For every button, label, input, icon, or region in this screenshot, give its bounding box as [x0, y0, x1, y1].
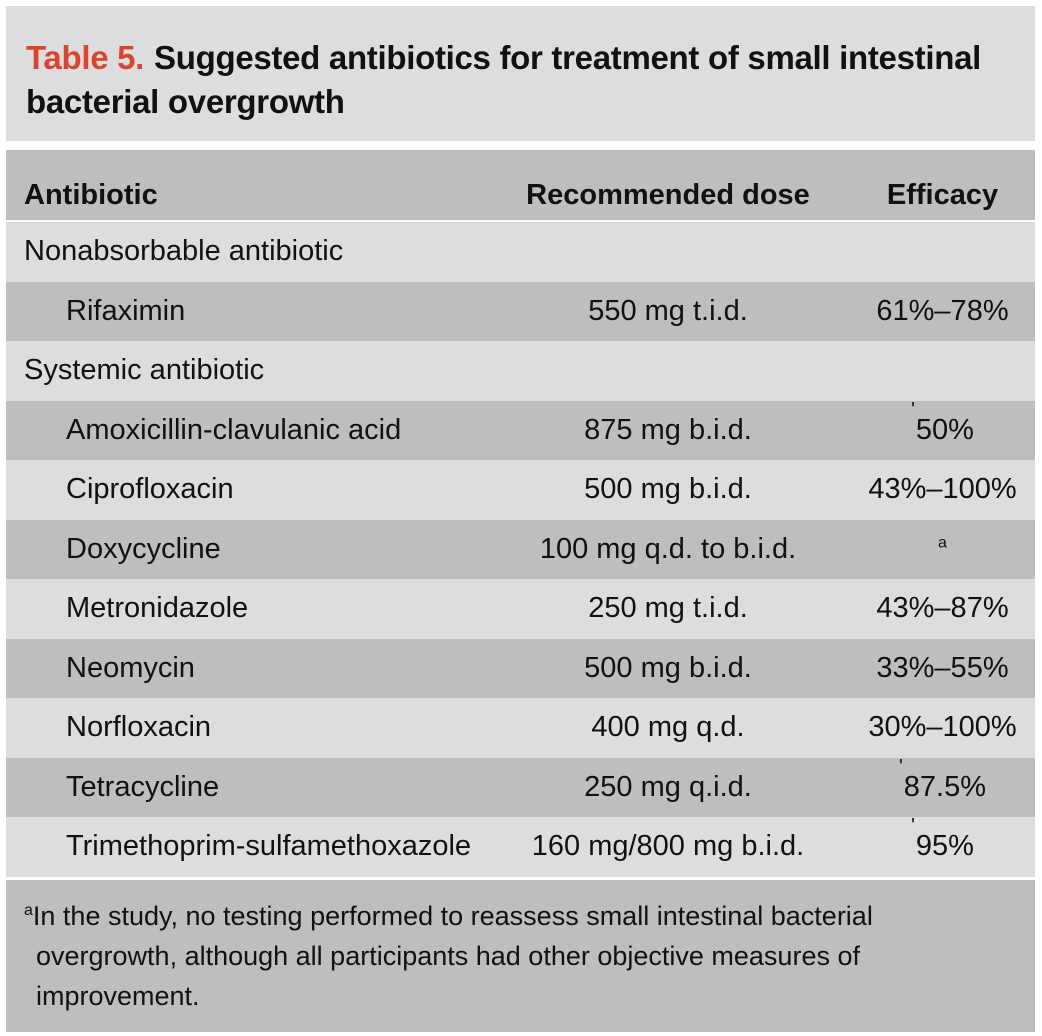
header-efficacy: Efficacy	[886, 179, 999, 211]
antibiotic-cell: Trimethoprim-sulfamethoxazole	[66, 830, 472, 863]
efficacy-value: 95%	[915, 830, 974, 863]
efficacy-cell: '87.5%	[850, 757, 1035, 804]
efficacy-cell: '50%	[850, 400, 1035, 447]
efficacy-value: 50%	[915, 413, 974, 446]
antibiotic-cell: Tetracycline	[66, 770, 220, 803]
efficacy-value: 87.5%	[903, 770, 987, 803]
dose-cell: 550 mg t.i.d.	[588, 294, 748, 327]
footnote-line-3: improvement.	[36, 980, 200, 1011]
efficacy-mark: a	[938, 534, 947, 552]
efficacy-cell: 43%–100%	[850, 473, 1035, 506]
efficacy-value: 61%–78%	[876, 294, 1009, 327]
efficacy-value: 33%–55%	[876, 651, 1009, 684]
group-label: Systemic antibiotic	[24, 354, 265, 387]
efficacy-value: 43%–87%	[876, 592, 1009, 625]
antibiotic-cell: Amoxicillin-clavulanic acid	[66, 413, 402, 446]
table-row: Amoxicillin-clavulanic acid 875 mg b.i.d.…	[6, 400, 1035, 460]
table-footnote: aIn the study, no testing performed to r…	[6, 879, 1035, 1032]
table-row: Neomycin 500 mg b.i.d. 33%–55%	[6, 638, 1035, 698]
dose-cell: 500 mg b.i.d.	[584, 651, 752, 684]
table-number: Table 5.	[26, 39, 145, 76]
table-header-row: Antibiotic Recommended dose Efficacy	[6, 148, 1035, 220]
group-row: Nonabsorbable antibiotic	[6, 222, 1035, 282]
group-row: Systemic antibiotic	[6, 341, 1035, 401]
efficacy-value: 30%–100%	[868, 711, 1017, 744]
footnote-line-1: In the study, no testing performed to re…	[32, 900, 873, 931]
dose-cell: 100 mg q.d. to b.i.d.	[539, 532, 797, 565]
antibiotic-cell: Ciprofloxacin	[66, 473, 234, 506]
dose-cell: 250 mg q.i.d.	[584, 770, 752, 803]
efficacy-value: 43%–100%	[868, 473, 1017, 506]
efficacy-cell: 61%–78%	[850, 295, 1035, 328]
group-label: Nonabsorbable antibiotic	[24, 235, 344, 268]
table-row: Trimethoprim-sulfamethoxazole 160 mg/800 …	[6, 816, 1035, 877]
antibiotic-cell: Doxycycline	[66, 532, 221, 565]
table-row: Ciprofloxacin 500 mg b.i.d. 43%–100%	[6, 460, 1035, 520]
footnote-line-2: overgrowth, although all participants ha…	[36, 940, 860, 971]
table-row: Tetracycline 250 mg q.i.d. '87.5%	[6, 757, 1035, 817]
antibiotic-table: Antibiotic Recommended dose Efficacy Non…	[6, 148, 1035, 877]
antibiotic-cell: Metronidazole	[66, 592, 249, 625]
dose-cell: 160 mg/800 mg b.i.d.	[531, 830, 805, 863]
efficacy-cell: 43%–87%	[850, 592, 1035, 625]
efficacy-mark: '	[911, 815, 915, 838]
efficacy-cell: 30%–100%	[850, 711, 1035, 744]
header-divider	[6, 220, 1035, 222]
efficacy-cell: 33%–55%	[850, 652, 1035, 685]
antibiotic-cell: Neomycin	[66, 651, 195, 684]
efficacy-mark: '	[911, 398, 915, 421]
table-row: Rifaximin 550 mg t.i.d. 61%–78%	[6, 281, 1035, 341]
table-row: Norfloxacin 400 mg q.d. 30%–100%	[6, 698, 1035, 758]
table-figure: Table 5. Suggested antibiotics for treatm…	[6, 6, 1035, 1032]
table-body: Nonabsorbable antibiotic Rifaximin 550 mg …	[6, 222, 1035, 877]
efficacy-cell: '95%	[850, 816, 1035, 863]
antibiotic-cell: Rifaximin	[66, 294, 186, 327]
efficacy-cell: a	[850, 533, 1035, 566]
header-dose: Recommended dose	[526, 179, 810, 211]
dose-cell: 400 mg q.d.	[591, 711, 745, 744]
table-row: Doxycycline 100 mg q.d. to b.i.d. a	[6, 519, 1035, 579]
table-caption: Table 5. Suggested antibiotics for treatm…	[6, 6, 1035, 141]
dose-cell: 250 mg t.i.d.	[588, 592, 748, 625]
table-title: Suggested antibiotics for treatment of s…	[26, 39, 981, 120]
header-antibiotic: Antibiotic	[24, 179, 158, 211]
dose-cell: 875 mg b.i.d.	[584, 413, 752, 446]
footnote-marker: a	[24, 901, 33, 919]
efficacy-mark: '	[898, 755, 903, 778]
dose-cell: 500 mg b.i.d.	[584, 473, 752, 506]
table-row: Metronidazole 250 mg t.i.d. 43%–87%	[6, 579, 1035, 639]
antibiotic-cell: Norfloxacin	[66, 711, 212, 744]
